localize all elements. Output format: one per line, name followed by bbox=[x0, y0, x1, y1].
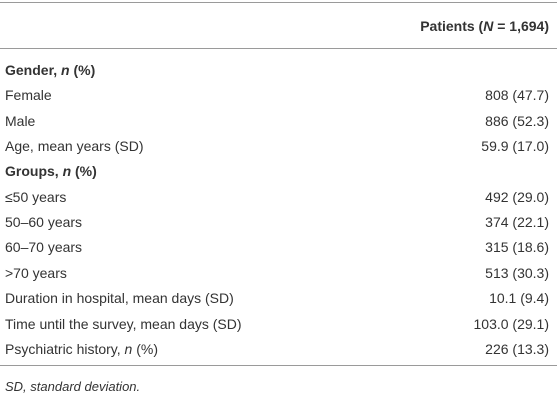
row-value: 808 (47.7) bbox=[485, 87, 549, 104]
text-part: Duration in hospital, mean days (SD) bbox=[5, 290, 234, 307]
row-value: 315 (18.6) bbox=[485, 239, 549, 256]
text-part: 50–60 years bbox=[5, 214, 83, 231]
section-label: Gender, n (%) bbox=[5, 61, 95, 79]
text-part: = 1,694) bbox=[493, 18, 549, 34]
row-label: ≤50 years bbox=[5, 188, 66, 206]
text-part: Time until the survey, mean days (SD) bbox=[5, 315, 242, 332]
row-value: 103.0 (29.1) bbox=[473, 315, 550, 332]
text-part: N bbox=[483, 18, 494, 34]
row-value: 513 (30.3) bbox=[485, 264, 549, 281]
header-rule bbox=[0, 48, 557, 49]
row-label: Age, mean years (SD) bbox=[5, 137, 144, 155]
text-part: Male bbox=[5, 112, 36, 129]
footnote: SD, standard deviation. bbox=[5, 379, 141, 394]
row-value: 492 (29.0) bbox=[485, 188, 549, 205]
text-part: n bbox=[61, 62, 70, 78]
column-header: Patients (N = 1,694) bbox=[420, 17, 549, 35]
text-part: n bbox=[62, 163, 72, 180]
top-rule bbox=[0, 2, 557, 3]
text-part: (%) bbox=[71, 163, 97, 180]
text-part: Groups, bbox=[5, 163, 63, 180]
row-label: Male bbox=[5, 112, 35, 130]
text-part: n bbox=[124, 340, 133, 357]
text-part: >70 years bbox=[5, 264, 67, 281]
text-part: Gender, bbox=[5, 62, 62, 78]
text-part: Age, mean years (SD) bbox=[5, 138, 144, 155]
text-part: (%) bbox=[69, 62, 96, 78]
row-label: Duration in hospital, mean days (SD) bbox=[5, 289, 234, 307]
row-label: 60–70 years bbox=[5, 238, 82, 256]
text-part: 60–70 years bbox=[5, 239, 83, 256]
bottom-rule bbox=[0, 365, 557, 366]
row-value: 886 (52.3) bbox=[485, 112, 549, 129]
text-part: ≤50 years bbox=[5, 188, 67, 205]
row-label: Female bbox=[5, 86, 52, 104]
text-part: Female bbox=[5, 87, 52, 104]
row-value: 10.1 (9.4) bbox=[489, 290, 549, 307]
row-label: Psychiatric history, n (%) bbox=[5, 340, 158, 358]
text-part: Psychiatric history, bbox=[5, 340, 125, 357]
section-label: Groups, n (%) bbox=[5, 162, 97, 180]
row-label: 50–60 years bbox=[5, 213, 82, 231]
row-label: >70 years bbox=[5, 264, 67, 282]
row-label: Time until the survey, mean days (SD) bbox=[5, 315, 242, 333]
row-value: 59.9 (17.0) bbox=[481, 138, 549, 155]
text-part: Patients ( bbox=[420, 18, 484, 34]
row-value: 226 (13.3) bbox=[485, 340, 549, 357]
text-part: (%) bbox=[132, 340, 159, 357]
row-value: 374 (22.1) bbox=[485, 214, 549, 231]
